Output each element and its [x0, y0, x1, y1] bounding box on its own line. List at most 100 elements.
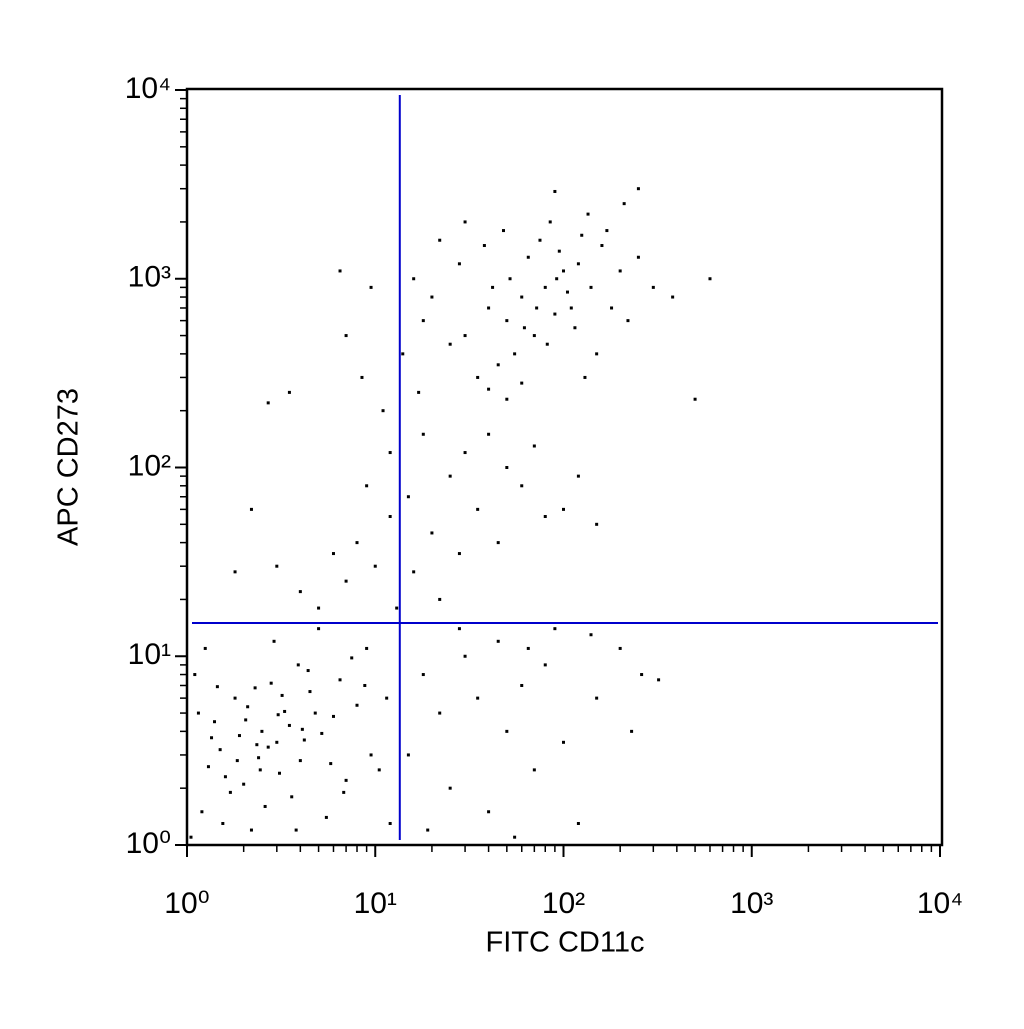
- data-point: [324, 815, 328, 819]
- data-point: [228, 790, 232, 794]
- data-point: [505, 466, 509, 469]
- data-point: [287, 390, 291, 394]
- data-point: [283, 709, 287, 713]
- data-point: [595, 696, 599, 700]
- data-point: [223, 775, 227, 779]
- data-point: [313, 711, 317, 715]
- data-point: [438, 238, 442, 242]
- data-point: [412, 570, 416, 574]
- data-point: [406, 753, 410, 757]
- data-point: [210, 736, 214, 740]
- data-point: [331, 552, 335, 556]
- x-tick-label: 10³: [730, 887, 773, 920]
- data-point: [476, 507, 480, 511]
- data-point: [421, 432, 425, 436]
- data-point: [290, 795, 294, 799]
- data-point: [553, 627, 557, 631]
- x-tick-label: 10⁴: [917, 887, 963, 920]
- data-point: [438, 711, 442, 715]
- data-point: [355, 541, 359, 545]
- data-point: [626, 319, 630, 323]
- data-point: [522, 326, 526, 330]
- data-point: [505, 319, 509, 323]
- data-point: [438, 597, 442, 601]
- data-point: [363, 683, 367, 687]
- data-point: [589, 633, 593, 637]
- data-point: [342, 790, 346, 794]
- data-point: [600, 244, 604, 248]
- data-point: [320, 731, 324, 735]
- data-point: [242, 782, 246, 786]
- data-point: [457, 627, 461, 631]
- data-point: [266, 401, 270, 405]
- data-point: [532, 334, 536, 338]
- data-point: [200, 810, 204, 814]
- x-tick-label: 10⁰: [164, 887, 209, 920]
- data-point: [496, 363, 500, 367]
- data-point: [543, 663, 547, 667]
- data-point: [280, 693, 284, 697]
- data-point: [421, 673, 425, 677]
- data-point: [562, 740, 565, 744]
- data-point: [338, 678, 342, 682]
- data-point: [487, 306, 491, 310]
- data-point: [249, 828, 253, 832]
- data-point: [553, 312, 557, 316]
- data-point: [618, 646, 622, 650]
- data-point: [395, 606, 399, 610]
- y-tick-label: 10²: [128, 449, 171, 482]
- data-point: [260, 729, 264, 733]
- data-point: [595, 352, 599, 356]
- data-point: [448, 474, 452, 478]
- data-point: [218, 748, 222, 752]
- x-axis-label: FITC CD11c: [486, 927, 645, 959]
- data-point: [573, 326, 577, 330]
- data-point: [263, 804, 267, 808]
- data-point: [233, 570, 237, 574]
- data-point: [235, 759, 239, 763]
- data-point: [513, 835, 517, 839]
- data-point: [513, 352, 517, 356]
- data-point: [300, 727, 304, 731]
- data-point: [491, 285, 495, 289]
- data-point: [275, 564, 279, 568]
- data-point: [430, 295, 434, 299]
- x-tick-label: 10¹: [354, 887, 397, 920]
- data-point: [244, 718, 248, 722]
- data-point: [237, 734, 241, 738]
- data-point: [255, 743, 259, 747]
- data-point: [562, 269, 565, 273]
- data-point: [193, 673, 197, 677]
- data-point: [258, 768, 262, 772]
- data-point: [373, 564, 377, 568]
- data-point: [302, 738, 306, 742]
- data-point: [548, 220, 552, 224]
- data-point: [640, 673, 644, 677]
- data-point: [535, 306, 539, 310]
- y-tick-label: 10⁰: [126, 827, 171, 860]
- data-point: [196, 711, 200, 715]
- data-point: [505, 729, 509, 733]
- data-point: [257, 756, 261, 760]
- data-point: [586, 212, 590, 216]
- data-point: [708, 277, 712, 281]
- data-point: [589, 285, 593, 289]
- data-point: [496, 639, 500, 643]
- data-point: [463, 220, 467, 224]
- data-point: [277, 771, 281, 775]
- data-point: [275, 740, 279, 744]
- data-point: [350, 656, 354, 660]
- y-tick-label: 10⁴: [125, 72, 171, 105]
- data-point: [298, 590, 302, 594]
- y-tick-label: 10³: [128, 261, 171, 294]
- data-point: [298, 759, 302, 763]
- data-point: [406, 495, 410, 499]
- data-point: [463, 451, 467, 455]
- data-point: [557, 249, 561, 253]
- data-point: [520, 381, 524, 385]
- data-point: [636, 187, 640, 191]
- data-point: [657, 678, 661, 682]
- data-point: [306, 669, 310, 673]
- data-point: [317, 606, 321, 610]
- data-point: [482, 244, 486, 248]
